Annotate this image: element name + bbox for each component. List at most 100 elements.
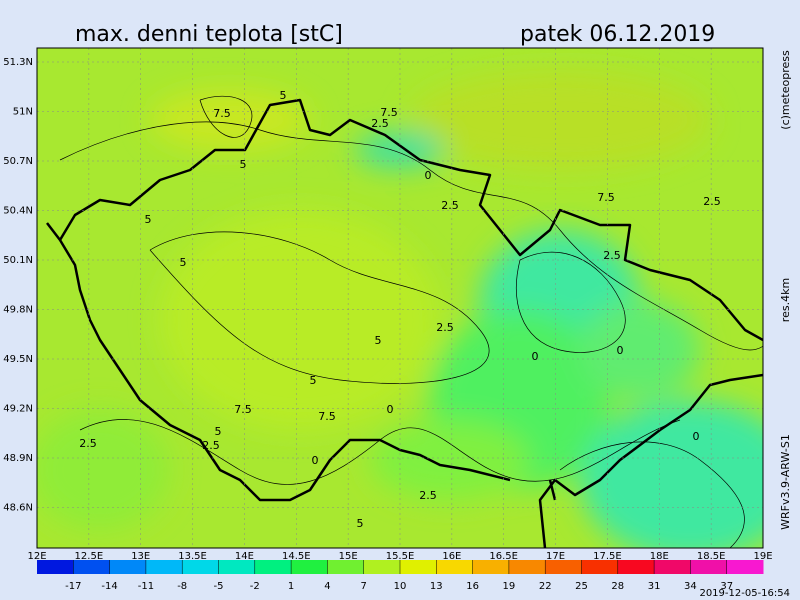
colorbar-tick-label: -14 [101,581,117,592]
lon-label: 16.5E [489,551,518,562]
colorbar-segment [690,560,728,574]
colorbar-segment [145,560,183,574]
colorbar-tick-label: 37 [720,581,733,592]
colorbar-segment [218,560,256,574]
colorbar-segment [436,560,474,574]
timestamp: 2019-12-05-16:54 [699,588,790,599]
contour-label: 2.5 [371,117,389,130]
lon-label: 18.5E [697,551,726,562]
colorbar-segment [545,560,582,574]
contour-label: 7.5 [380,106,398,119]
contour-label: 5 [357,517,364,530]
contour-label: 0 [617,344,624,357]
lon-label: 14E [235,551,254,562]
lat-label: 51N [13,107,33,118]
colorbar-tick-label: -2 [250,581,260,592]
colorbar-segment [291,560,328,574]
colorbar-tick-label: -5 [214,581,224,592]
lat-label: 50.1N [3,255,33,266]
colorbar-tick-label: 1 [288,581,294,592]
credit: (c)meteopress [779,50,792,130]
map-title: max. denni teplota [stC] [75,22,343,47]
map-date: patek 06.12.2019 [520,22,715,47]
contour-label: 7.5 [597,191,615,204]
colorbar-segment [327,560,365,574]
colorbar-segment [254,560,292,574]
colorbar-tick-label: 25 [575,581,588,592]
map-frame [36,47,764,549]
colorbar-tick-label: 7 [361,581,367,592]
colorbar-segment [581,560,619,574]
colorbar-segment [472,560,510,574]
colorbar-tick-label: 13 [430,581,443,592]
colorbar-tick-label: 16 [466,581,479,592]
lon-label: 12E [27,551,46,562]
lat-label: 49.2N [3,404,33,415]
colorbar-segment [726,560,764,574]
colorbar-segment [37,560,74,574]
colorbar-segment [182,560,219,574]
colorbar-tick-label: -8 [177,581,187,592]
contour-label: 2.5 [79,437,97,450]
colorbar-tick-label: 34 [684,581,697,592]
resolution: res.4km [779,278,792,322]
lat-label: 50.4N [3,206,33,217]
contour-label: 7.5 [213,107,231,120]
lon-label: 15E [339,551,358,562]
contour-label: 0 [387,403,394,416]
contour-label: 0 [312,454,319,467]
colorbar-tick-label: 28 [611,581,624,592]
lat-label: 48.6N [3,503,33,514]
contour-label: 5 [180,256,187,269]
colorbar: -17 -14 -11 -8 -5 -2 1 4 7 10 13 16 19 22 25 28 31 34 37 [37,560,764,592]
lat-label: 49.8N [3,305,33,316]
colorbar-tick-label: 19 [503,581,516,592]
contour-label: 0 [532,350,539,363]
lon-label: 17E [546,551,565,562]
lon-label: 16E [442,551,461,562]
colorbar-tick-label: 10 [394,581,407,592]
contour-label: 5 [375,334,382,347]
temperature-field [37,48,763,548]
contour-label: 7.5 [234,403,252,416]
contour-label: 5 [145,213,152,226]
colorbar-tick-label: -11 [138,581,154,592]
contour-label: 2.5 [436,321,454,334]
lon-label: 19E [753,551,772,562]
lat-label: 48.9N [3,453,33,464]
lon-label: 13.5E [178,551,207,562]
contour-label: 2.5 [419,489,437,502]
colorbar-tick-label: 31 [648,581,661,592]
contour-label: 0 [693,430,700,443]
contour-label: 0 [425,169,432,182]
contour-label: 2.5 [703,195,721,208]
lon-label: 14.5E [282,551,311,562]
colorbar-tick-label: 4 [324,581,330,592]
colorbar-segment [109,560,147,574]
lon-label: 15.5E [386,551,415,562]
colorbar-segment [400,560,437,574]
lat-label: 50.7N [3,156,33,167]
colorbar-segment [617,560,655,574]
contour-label: 7.5 [318,410,336,423]
contour-label: 5 [310,374,317,387]
contour-label: 2.5 [441,199,459,212]
colorbar-tick-label: 22 [539,581,552,592]
contour-label: 5 [215,425,222,438]
lon-label: 13E [131,551,150,562]
colorbar-segment [654,560,691,574]
colorbar-segment [363,560,401,574]
lat-label: 49.5N [3,354,33,365]
contour-label: 2.5 [603,249,621,262]
colorbar-tick-label: -17 [65,581,81,592]
lat-label: 51.3N [3,57,33,68]
contour-label: 2.5 [202,439,220,452]
lon-label: 18E [650,551,669,562]
contour-label: 5 [240,158,247,171]
colorbar-segment [508,560,546,574]
lon-label: 12.5E [75,551,104,562]
lon-label: 17.5E [593,551,622,562]
model-name: WRFv3.9-ARW-S1 [779,434,792,530]
contour-label: 5 [280,89,287,102]
